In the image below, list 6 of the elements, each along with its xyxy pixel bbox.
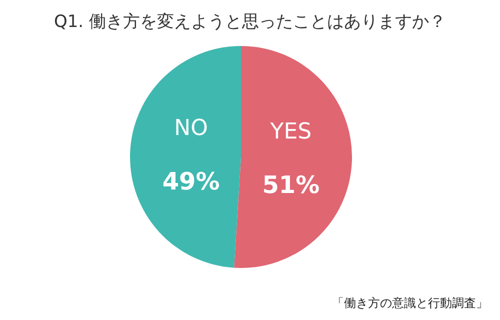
data-label: 49%	[162, 168, 220, 196]
slice-label: YES	[269, 119, 312, 144]
text: 「働き方の意識と行動調査」	[332, 295, 488, 312]
data-label: 51%	[262, 170, 320, 199]
slice-label: NO	[174, 116, 208, 142]
chart-title: Q1. 働き方を変えようと思ったことはありますか？	[52, 11, 447, 33]
